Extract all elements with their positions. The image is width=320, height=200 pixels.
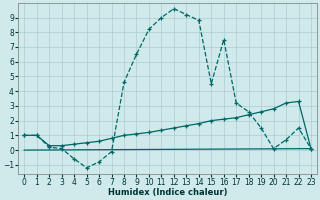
X-axis label: Humidex (Indice chaleur): Humidex (Indice chaleur)	[108, 188, 228, 197]
